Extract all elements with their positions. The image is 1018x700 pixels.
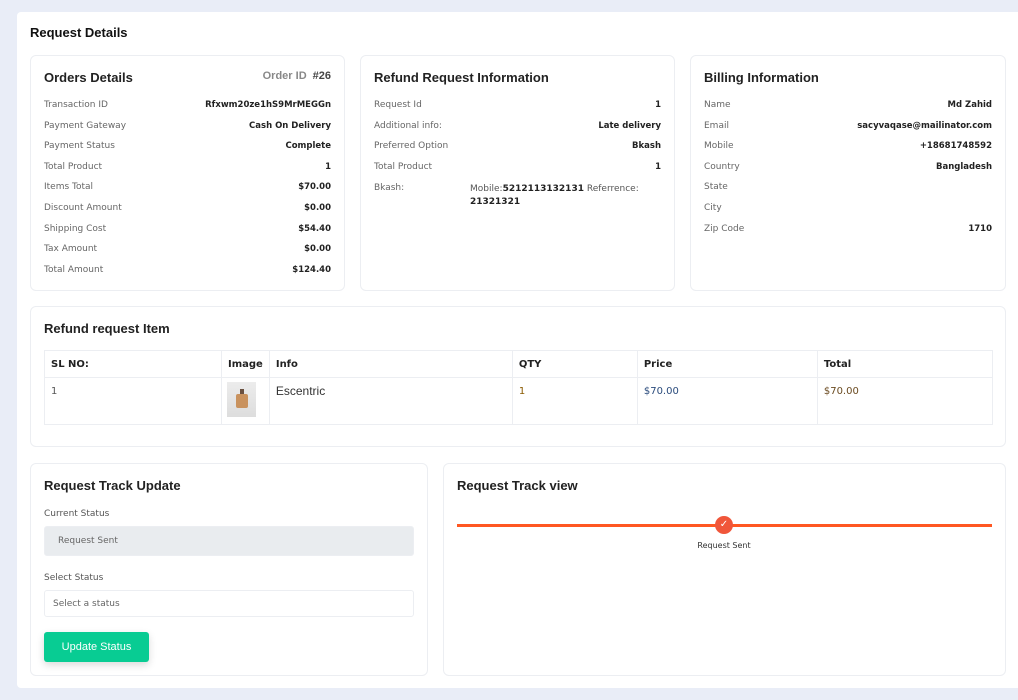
order-id: Order ID #26 xyxy=(262,70,331,82)
cell-total: $70.00 xyxy=(816,377,994,425)
info-row: Name Md Zahid xyxy=(704,100,992,121)
row-value: 1 xyxy=(655,100,661,110)
table-row: 1 Escentric 1 $70.00 $70.00 xyxy=(44,377,994,425)
row-label: Request Id xyxy=(374,100,422,110)
row-label: Name xyxy=(704,100,731,110)
update-status-button[interactable]: Update Status xyxy=(44,632,149,662)
info-row: Payment Status Complete xyxy=(44,141,331,162)
row-value: Complete xyxy=(285,141,331,152)
row-label: Total Product xyxy=(44,161,103,172)
row-value: $124.40 xyxy=(292,264,331,275)
info-row: Items Total $70.00 xyxy=(44,182,331,203)
select-status-label: Select Status xyxy=(44,573,104,583)
row-label: Additional info: xyxy=(374,120,442,131)
refund-info-title: Refund Request Information xyxy=(374,70,549,85)
info-row: Total Product 1 xyxy=(374,162,661,183)
cell-sl: 1 xyxy=(44,377,222,425)
col-qty: QTY xyxy=(511,350,638,378)
row-value: $0.00 xyxy=(304,244,331,255)
row-value: $54.40 xyxy=(298,223,331,234)
info-row: City xyxy=(704,203,992,224)
row-label: Mobile xyxy=(704,141,734,152)
refund-info-card: Refund Request Information Request Id 1 Ad… xyxy=(360,55,675,291)
refund-items-table: SL NO: Image Info QTY Price Total 1 Esce… xyxy=(44,350,994,425)
row-value: sacyvaqase@mailinator.com xyxy=(857,120,992,131)
current-status-field: Request Sent xyxy=(44,526,414,556)
info-row: Country Bangladesh xyxy=(704,162,992,183)
billing-info-card: Billing Information Name Md Zahid Email sac… xyxy=(690,55,1006,291)
cell-price: $70.00 xyxy=(636,377,818,425)
info-row: Preferred Option Bkash xyxy=(374,141,661,162)
col-total: Total xyxy=(816,350,994,378)
row-label: Items Total xyxy=(44,182,94,193)
row-value: Md Zahid xyxy=(947,100,992,110)
check-icon: ✓ xyxy=(715,516,733,534)
refund-items-title: Refund request Item xyxy=(44,321,170,336)
info-row: Zip Code 1710 xyxy=(704,224,992,245)
col-info: Info xyxy=(268,350,513,378)
row-label: Transaction ID xyxy=(44,100,108,110)
table-header: SL NO: Image Info QTY Price Total xyxy=(44,350,994,378)
track-update-title: Request Track Update xyxy=(44,478,181,493)
select-status-dropdown[interactable]: Select a status xyxy=(44,590,414,617)
row-value: $0.00 xyxy=(304,202,331,213)
row-label: Discount Amount xyxy=(44,202,122,213)
refund-items-card: Refund request Item SL NO: Image Info QT… xyxy=(30,306,1006,447)
row-value: Cash On Delivery xyxy=(249,120,331,131)
info-row: Transaction ID Rfxwm20ze1hS9MrMEGGn xyxy=(44,100,331,121)
row-label: Tax Amount xyxy=(44,244,98,255)
track-view-card: Request Track view ✓ Request Sent xyxy=(443,463,1006,676)
orders-details-card: Orders Details Order ID #26 Transaction I… xyxy=(30,55,345,291)
row-label: Zip Code xyxy=(704,223,745,234)
row-label: Payment Status xyxy=(44,141,115,152)
track-view-title: Request Track view xyxy=(457,478,578,493)
row-label: Country xyxy=(704,161,740,172)
row-label: City xyxy=(704,202,722,213)
bkash-label: Bkash: xyxy=(374,183,405,193)
row-value: $70.00 xyxy=(298,182,331,193)
row-label: Total Amount xyxy=(44,264,104,275)
info-row: Discount Amount $0.00 xyxy=(44,203,331,224)
col-price: Price xyxy=(636,350,818,378)
row-label: Shipping Cost xyxy=(44,223,107,234)
product-thumbnail xyxy=(227,382,256,417)
row-value: Rfxwm20ze1hS9MrMEGGn xyxy=(205,100,331,110)
col-sl: SL NO: xyxy=(44,350,222,378)
billing-info-title: Billing Information xyxy=(704,70,819,85)
info-row: Payment Gateway Cash On Delivery xyxy=(44,121,331,142)
info-row: Total Amount $124.40 xyxy=(44,265,331,286)
cell-qty: 1 xyxy=(511,377,638,425)
row-value: Late delivery xyxy=(598,120,661,131)
cell-info: Escentric xyxy=(268,377,513,425)
info-row: Request Id 1 xyxy=(374,100,661,121)
info-row: Additional info: Late delivery xyxy=(374,121,661,142)
row-label: State xyxy=(704,182,728,193)
info-row: Mobile +18681748592 xyxy=(704,141,992,162)
info-row: Tax Amount $0.00 xyxy=(44,244,331,265)
info-row: State xyxy=(704,182,992,203)
row-label: Total Product xyxy=(374,161,433,172)
row-value: 1 xyxy=(325,161,331,172)
row-value: 1710 xyxy=(968,223,992,234)
row-label: Preferred Option xyxy=(374,141,449,152)
row-label: Email xyxy=(704,120,729,131)
row-value: 1 xyxy=(655,161,661,172)
row-value: +18681748592 xyxy=(919,141,992,152)
orders-details-title: Orders Details xyxy=(44,70,133,85)
step-label: Request Sent xyxy=(697,541,751,550)
page-title: Request Details xyxy=(30,25,128,40)
cell-image xyxy=(221,377,270,425)
bkash-details: Mobile:5212113132131 Referrence: 21321321 xyxy=(470,184,639,207)
row-value: Bkash xyxy=(632,141,661,152)
request-details-panel: Request Details Orders Details Order ID #… xyxy=(17,12,1018,688)
col-image: Image xyxy=(221,350,270,378)
track-update-card: Request Track Update Current Status Requ… xyxy=(30,463,428,676)
info-row: Shipping Cost $54.40 xyxy=(44,224,331,245)
info-row: Total Product 1 xyxy=(44,162,331,183)
current-status-label: Current Status xyxy=(44,509,110,519)
row-value: Bangladesh xyxy=(936,161,992,172)
row-label: Payment Gateway xyxy=(44,120,127,131)
info-row: Email sacyvaqase@mailinator.com xyxy=(704,121,992,142)
